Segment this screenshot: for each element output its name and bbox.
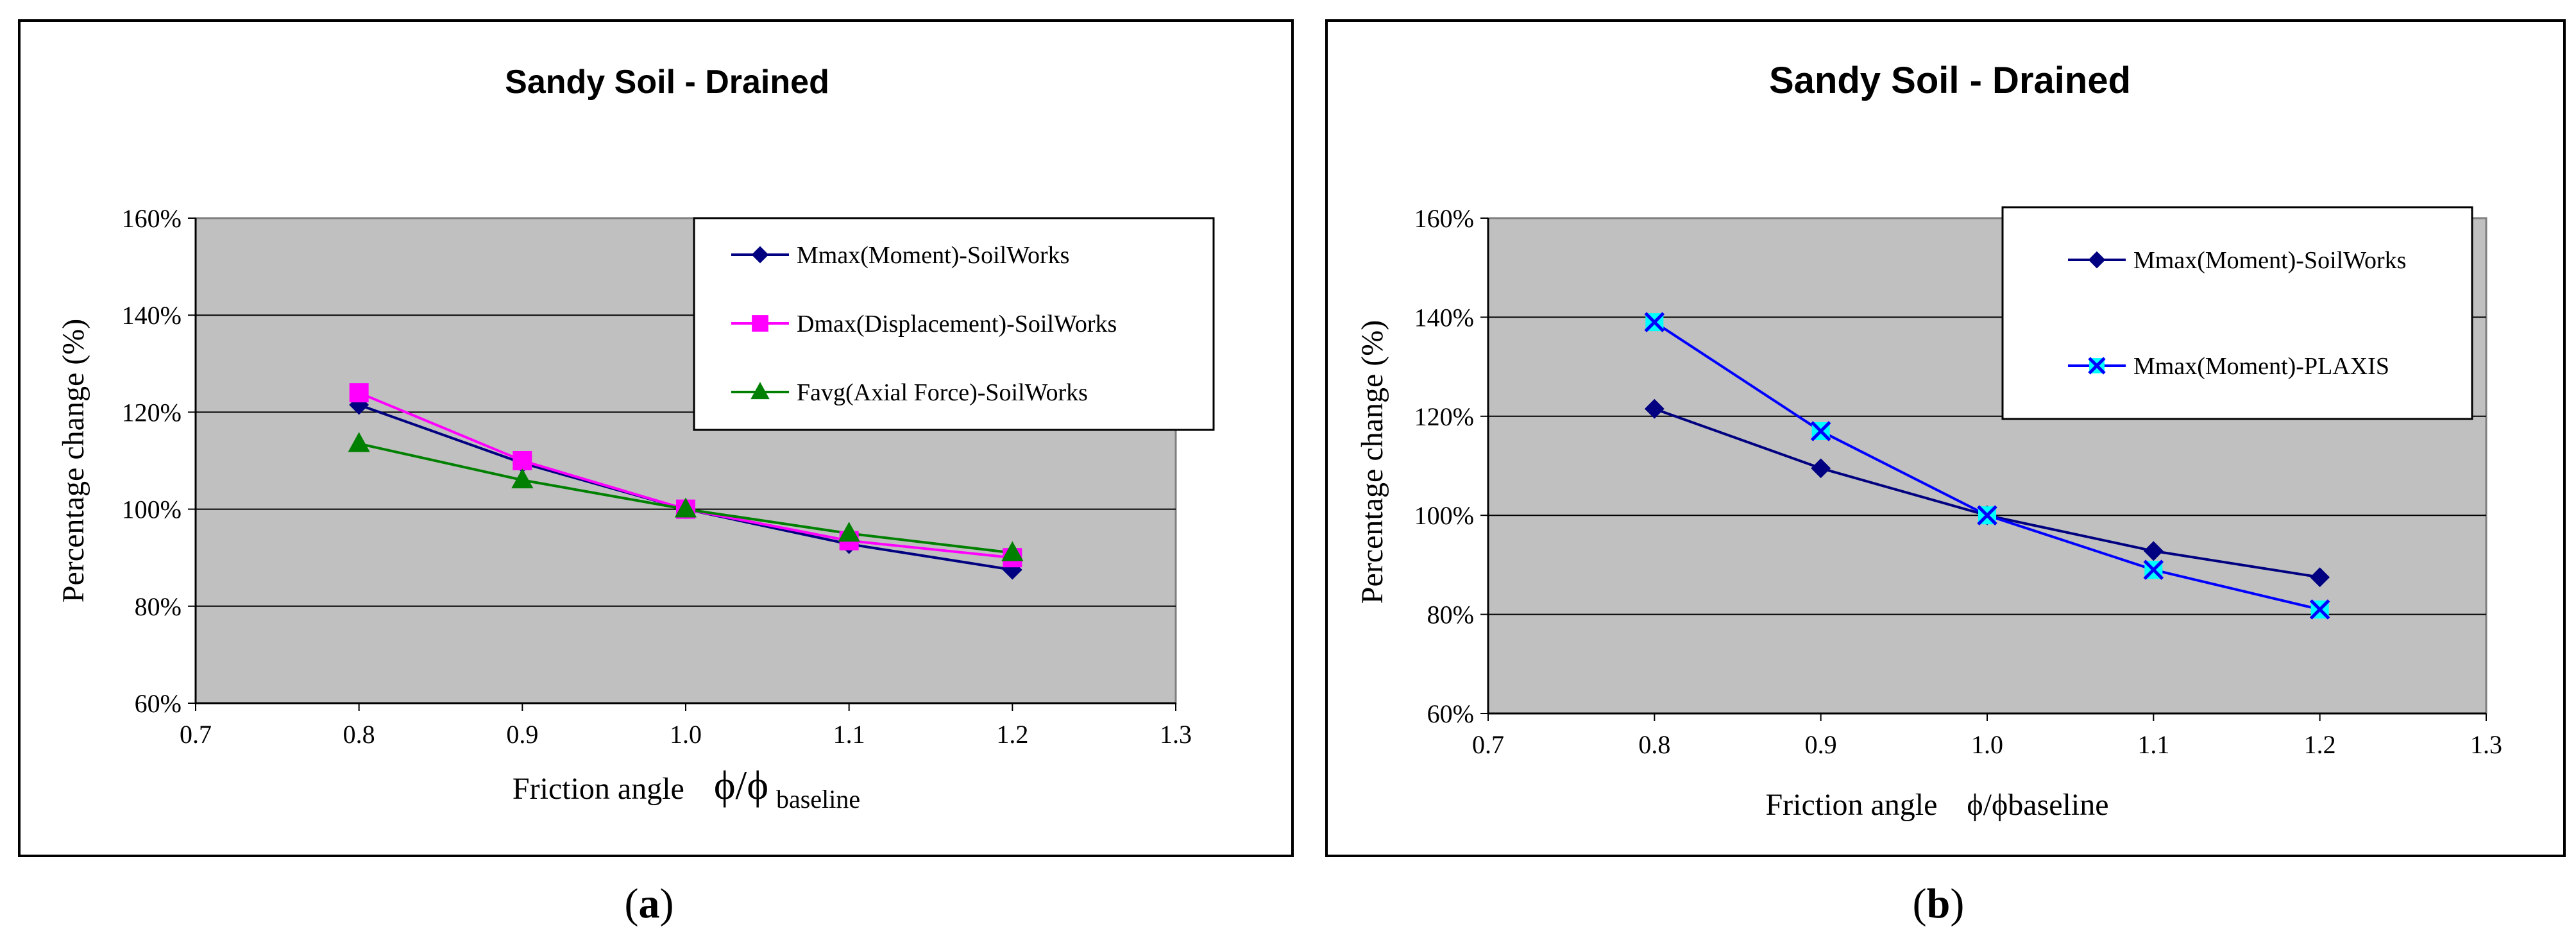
panel-b-title: Sandy Soil - Drained — [1769, 60, 2131, 101]
panel-a-x-axis-label-phi: ϕ/ϕ — [714, 762, 768, 808]
b-point-mmax-moment-plaxis-2 — [1977, 505, 1997, 525]
panel-a-x-axis-label: Friction angle ϕ/ϕ baseline — [513, 762, 860, 814]
panel-a: Sandy Soil - Drained 60% 80% 100% 120% 140% 1… — [18, 19, 1294, 857]
b-y-tick-label-4: 140% — [1414, 303, 1474, 332]
panel-b-legend-entries: Mmax(Moment)-SoilWorks Mmax(Moment)-PLAXI… — [2068, 247, 2406, 380]
a-point-favg-axial-force-soilworks-2 — [674, 497, 697, 518]
b-point-mmax-moment-soilworks-1 — [1811, 458, 1831, 479]
b-x-tick-label-2: 0.9 — [1805, 730, 1837, 759]
panel-a-x-ticks: 0.7 0.8 0.9 1.0 1.1 1.2 1.3 — [180, 702, 1192, 749]
a-point-favg-axial-force-soilworks-3 — [838, 522, 860, 542]
b-x-tick-label-5: 1.2 — [2304, 730, 2336, 759]
panel-a-series — [348, 383, 1024, 580]
b-y-tick-label-1: 80% — [1427, 601, 1474, 629]
a-x-tick-label-5: 1.2 — [996, 720, 1028, 749]
b-legend-label-1: Mmax(Moment)-PLAXIS — [2133, 353, 2389, 380]
a-legend-label-0: Mmax(Moment)-SoilWorks — [797, 242, 1069, 269]
b-point-mmax-moment-soilworks-0 — [1644, 398, 1665, 419]
a-point-favg-axial-force-soilworks-4 — [1001, 541, 1024, 561]
a-point-favg-axial-force-soilworks-1 — [511, 468, 534, 489]
panel-a-label: (a) — [625, 880, 674, 927]
a-x-tick-label-3: 1.0 — [670, 720, 702, 749]
a-legend-label-1: Dmax(Displacement)-SoilWorks — [797, 311, 1117, 337]
a-legend-label-2: Favg(Axial Force)-SoilWorks — [797, 379, 1088, 406]
panel-b-label: (b) — [1913, 880, 1965, 927]
panel-a-x-axis-label-sub: baseline — [776, 785, 860, 814]
panel-b-x-axis-label: Friction angle ϕ/ϕbaseline — [1765, 788, 2108, 822]
b-point-mmax-moment-plaxis-3-cross — [2143, 559, 2164, 580]
b-x-tick-label-3: 1.0 — [1971, 730, 2003, 759]
b-legend-label-0: Mmax(Moment)-SoilWorks — [2133, 247, 2406, 274]
b-legend-entry-mmax-moment-soilworks: Mmax(Moment)-SoilWorks — [2068, 247, 2406, 274]
b-x-tick-label-1: 0.8 — [1638, 730, 1670, 759]
b-y-tick-label-5: 160% — [1414, 204, 1474, 233]
b-x-tick-label-0: 0.7 — [1472, 730, 1504, 759]
a-point-dmax-displacement-soilworks-0 — [349, 383, 369, 403]
a-legend-entry-favg-axial-force-soilworks: Favg(Axial Force)-SoilWorks — [731, 379, 1088, 406]
panel-b-x-axis-label-phi: ϕ/ϕbaseline — [1967, 788, 2108, 822]
b-y-tick-label-3: 120% — [1414, 402, 1474, 431]
b-point-mmax-moment-plaxis-0-cross — [1644, 312, 1665, 332]
a-y-tick-label-1: 80% — [135, 592, 182, 621]
b-point-mmax-moment-soilworks-4 — [2310, 567, 2330, 588]
a-x-tick-label-2: 0.9 — [506, 720, 538, 749]
b-point-mmax-moment-plaxis-0 — [1644, 312, 1665, 332]
panel-b-legend — [2001, 206, 2473, 420]
a-y-tick-label-5: 160% — [122, 204, 182, 233]
b-point-mmax-moment-plaxis-4-cross — [2309, 599, 2330, 620]
panel-b-x-axis-label-main: Friction angle — [1765, 788, 1937, 822]
panel-a-legend-entries: Mmax(Moment)-SoilWorks Dmax(Displacement)… — [731, 242, 1117, 406]
b-y-tick-label-0: 60% — [1427, 699, 1474, 728]
panel-a-x-axis-label-main: Friction angle — [513, 772, 684, 806]
b-legend-marker-1-cross — [2088, 357, 2106, 375]
panel-b-x-ticks: 0.7 0.8 0.9 1.0 1.1 1.2 1.3 — [1472, 712, 2502, 759]
a-legend-entry-dmax-displacement-soilworks: Dmax(Displacement)-SoilWorks — [731, 311, 1117, 337]
a-point-favg-axial-force-soilworks-0 — [348, 432, 370, 452]
b-point-mmax-moment-plaxis-1-cross — [1810, 421, 1831, 441]
b-point-mmax-moment-plaxis-3 — [2143, 559, 2164, 580]
b-point-mmax-moment-plaxis-2-cross — [1977, 505, 1997, 525]
a-legend-marker-1 — [752, 315, 768, 332]
a-y-tick-label-3: 120% — [122, 398, 182, 427]
a-x-tick-label-0: 0.7 — [180, 720, 212, 749]
b-x-tick-label-6: 1.3 — [2470, 730, 2502, 759]
panel-b-y-axis-label: Percentage change (%) — [1355, 320, 1389, 604]
a-legend-marker-0 — [751, 246, 769, 264]
a-y-tick-label-0: 60% — [135, 689, 182, 718]
b-point-mmax-moment-soilworks-3 — [2143, 541, 2164, 561]
a-x-tick-label-1: 0.8 — [343, 720, 375, 749]
a-y-tick-label-2: 100% — [122, 495, 182, 524]
panel-a-y-axis-label: Percentage change (%) — [56, 319, 90, 602]
b-y-tick-label-2: 100% — [1414, 501, 1474, 530]
b-point-mmax-moment-plaxis-1 — [1810, 421, 1831, 441]
b-legend-marker-1 — [2088, 357, 2106, 375]
panel-b-y-ticks: 60% 80% 100% 120% 140% 160% — [1414, 204, 1489, 728]
a-point-dmax-displacement-soilworks-1 — [513, 451, 532, 470]
panel-b-series — [1644, 312, 2330, 620]
b-legend-marker-0 — [2088, 251, 2106, 269]
b-x-tick-label-4: 1.1 — [2137, 730, 2169, 759]
panel-a-y-ticks: 60% 80% 100% 120% 140% 160% — [122, 204, 197, 718]
a-legend-marker-2 — [750, 382, 770, 400]
panel-b: Sandy Soil - Drained 60% 80% 100% 120% 140% 1… — [1325, 19, 2566, 857]
b-point-mmax-moment-plaxis-4 — [2309, 599, 2330, 620]
a-y-tick-label-4: 140% — [122, 301, 182, 330]
a-x-tick-label-4: 1.1 — [833, 720, 865, 749]
a-legend-entry-mmax-moment-soilworks: Mmax(Moment)-SoilWorks — [731, 242, 1069, 269]
b-legend-entry-mmax-moment-plaxis: Mmax(Moment)-PLAXIS — [2068, 353, 2389, 380]
a-x-tick-label-6: 1.3 — [1160, 720, 1192, 749]
panel-a-title: Sandy Soil - Drained — [505, 64, 829, 101]
